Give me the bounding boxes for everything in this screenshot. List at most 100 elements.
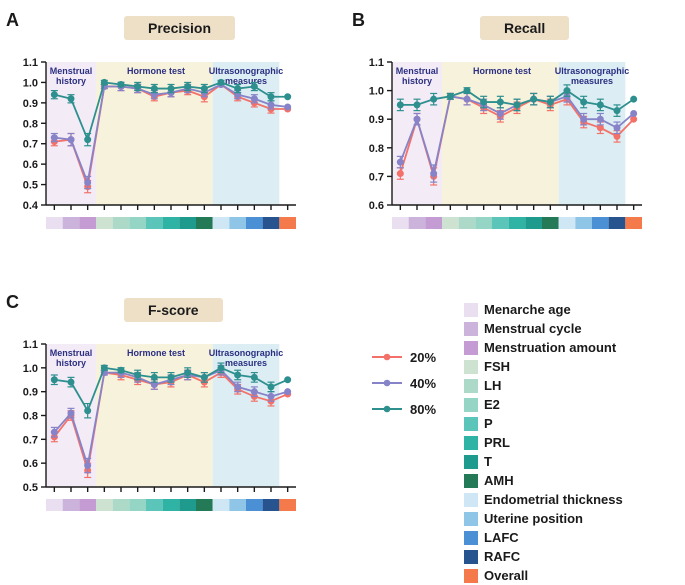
category-legend-swatch-p [464, 417, 478, 431]
panel-C-colorbar-lh [113, 499, 130, 511]
panel-B-colorbar-fsh [442, 217, 459, 229]
panel-B-series-p80-marker [481, 99, 487, 105]
panel-A-colorbar-e2 [129, 217, 146, 229]
panel-C-series-p40-marker [268, 393, 274, 399]
category-legend-row-uterine_pos: Uterine position [464, 509, 623, 528]
panel-A-colorbar-uterine_pos [229, 217, 246, 229]
panel-B-series-p20-marker [631, 116, 637, 122]
panel-C-series-p40-marker [235, 384, 241, 390]
series-legend-row-p40: 40% [372, 370, 436, 396]
panel-B-series-p80-marker [431, 96, 437, 102]
panel-C-ytick: 0.7 [23, 434, 38, 446]
panel-A-region-0-label-1: history [56, 76, 86, 86]
panel-C-colorbar-menstrual_cycle [63, 499, 80, 511]
panel-A-series-p80-marker [235, 86, 241, 92]
panel-A-colorbar-rafc [263, 217, 280, 229]
panel-C-region-0-label-1: history [56, 358, 86, 368]
panel-B-colorbar-p [492, 217, 509, 229]
panel-A-series-p80-marker [285, 94, 291, 100]
panel-C-ytick: 1.1 [23, 339, 38, 351]
panel-C-colorbar-fsh [96, 499, 113, 511]
panel-B-series-p80-marker [547, 99, 553, 105]
panel-C-series-p80-marker [235, 372, 241, 378]
panel-C-series-p80-marker [135, 372, 141, 378]
panel-A-series-p80-marker [185, 84, 191, 90]
panel-C-colorbar-e2 [129, 499, 146, 511]
category-legend-row-p: P [464, 414, 623, 433]
panel-C-colorbar-prl [163, 499, 180, 511]
panel-B-series-p20-marker [397, 171, 403, 177]
category-legend-row-menarche_age: Menarche age [464, 300, 623, 319]
panel-B-series-p80-marker [531, 96, 537, 102]
panel-C-title: F-score [124, 298, 223, 322]
category-legend-swatch-rafc [464, 550, 478, 564]
category-legend-row-lh: LH [464, 376, 623, 395]
panel-C-colorbar-lafc [246, 499, 263, 511]
panel-B-series-p80-marker [447, 93, 453, 99]
panel-A-region-0-label-0: Menstrual [50, 66, 93, 76]
panel-B-colorbar-overall [625, 217, 642, 229]
series-legend-marker-p80 [372, 402, 402, 416]
panel-C-series-p80-marker [101, 365, 107, 371]
panel-B-series-p80-marker [631, 96, 637, 102]
panel-B-series-p20-marker [614, 133, 620, 139]
panel-C-colorbar-uterine_pos [229, 499, 246, 511]
panel-C-series-p80-marker [201, 374, 207, 380]
panel-C-series-p80-marker [151, 374, 157, 380]
category-legend-swatch-menstruation_amt [464, 341, 478, 355]
panel-A-series-p40-marker [68, 137, 74, 143]
panel-A-region-2-label-1: measures [225, 76, 267, 86]
panel-B-colorbar-e2 [475, 217, 492, 229]
category-legend-row-lafc: LAFC [464, 528, 623, 547]
panel-A-series-p40-marker [51, 135, 57, 141]
series-legend-marker-p20 [372, 350, 402, 364]
panel-C-series-p40-marker [251, 389, 257, 395]
category-legend-swatch-menarche_age [464, 303, 478, 317]
panel-B-colorbar-prl [509, 217, 526, 229]
panel-A-colorbar-fsh [96, 217, 113, 229]
panel-B-series-p40-marker [614, 125, 620, 131]
panel-B-colorbar-lafc [592, 217, 609, 229]
panel-A-colorbar-overall [279, 217, 296, 229]
panel-A-ytick: 0.5 [23, 180, 38, 192]
category-legend-swatch-prl [464, 436, 478, 450]
panel-C-region-0-label-0: Menstrual [50, 348, 93, 358]
panel-C-ytick: 1.0 [23, 363, 38, 375]
panel-C-series-p80-marker [68, 379, 74, 385]
panel-C-series-p80-marker [285, 377, 291, 383]
category-legend-label-uterine_pos: Uterine position [484, 511, 583, 526]
panel-A-colorbar-prl [163, 217, 180, 229]
category-legend-row-endo_thick: Endometrial thickness [464, 490, 623, 509]
panel-A-colorbar-lh [113, 217, 130, 229]
panel-B-title: Recall [480, 16, 569, 40]
panel-A-title: Precision [124, 16, 235, 40]
panel-C-colorbar-amh [196, 499, 213, 511]
category-legend-label-menarche_age: Menarche age [484, 302, 571, 317]
panel-C-series-p80-marker [51, 377, 57, 383]
series-legend-marker-p40 [372, 376, 402, 390]
panel-C-colorbar-overall [279, 499, 296, 511]
panel-A-colorbar-lafc [246, 217, 263, 229]
panel-A-series-p80-marker [135, 84, 141, 90]
panel-B-colorbar-rafc [609, 217, 626, 229]
series-legend-label-p80: 80% [410, 402, 436, 417]
panel-C-series-p40-marker [85, 463, 91, 469]
panel-C-colorbar-endo_thick [213, 499, 230, 511]
panel-B-series-p40-marker [497, 110, 503, 116]
series-legend-label-p20: 20% [410, 350, 436, 365]
panel-A-series-p40-marker [85, 180, 91, 186]
panel-C-colorbar-menstruation_amt [79, 499, 96, 511]
category-legend-row-amh: AMH [464, 471, 623, 490]
panel-A-region-1-label-0: Hormone test [127, 66, 185, 76]
panel-C-series-p80-marker [168, 374, 174, 380]
panel-B-series-p80-marker [581, 99, 587, 105]
panel-B-ytick: 0.8 [369, 143, 384, 155]
panel-C-series-p40-marker [51, 429, 57, 435]
panel-B-series-p40-marker [581, 116, 587, 122]
panel-A-series-p80-marker [218, 79, 224, 85]
category-legend-label-rafc: RAFC [484, 549, 520, 564]
panel-C-colorbar-p [146, 499, 163, 511]
panel-B-ytick: 0.7 [369, 171, 384, 183]
panel-A-chart: MenstrualhistoryHormone testUltrasonogra… [10, 44, 300, 241]
category-legend-swatch-menstrual_cycle [464, 322, 478, 336]
